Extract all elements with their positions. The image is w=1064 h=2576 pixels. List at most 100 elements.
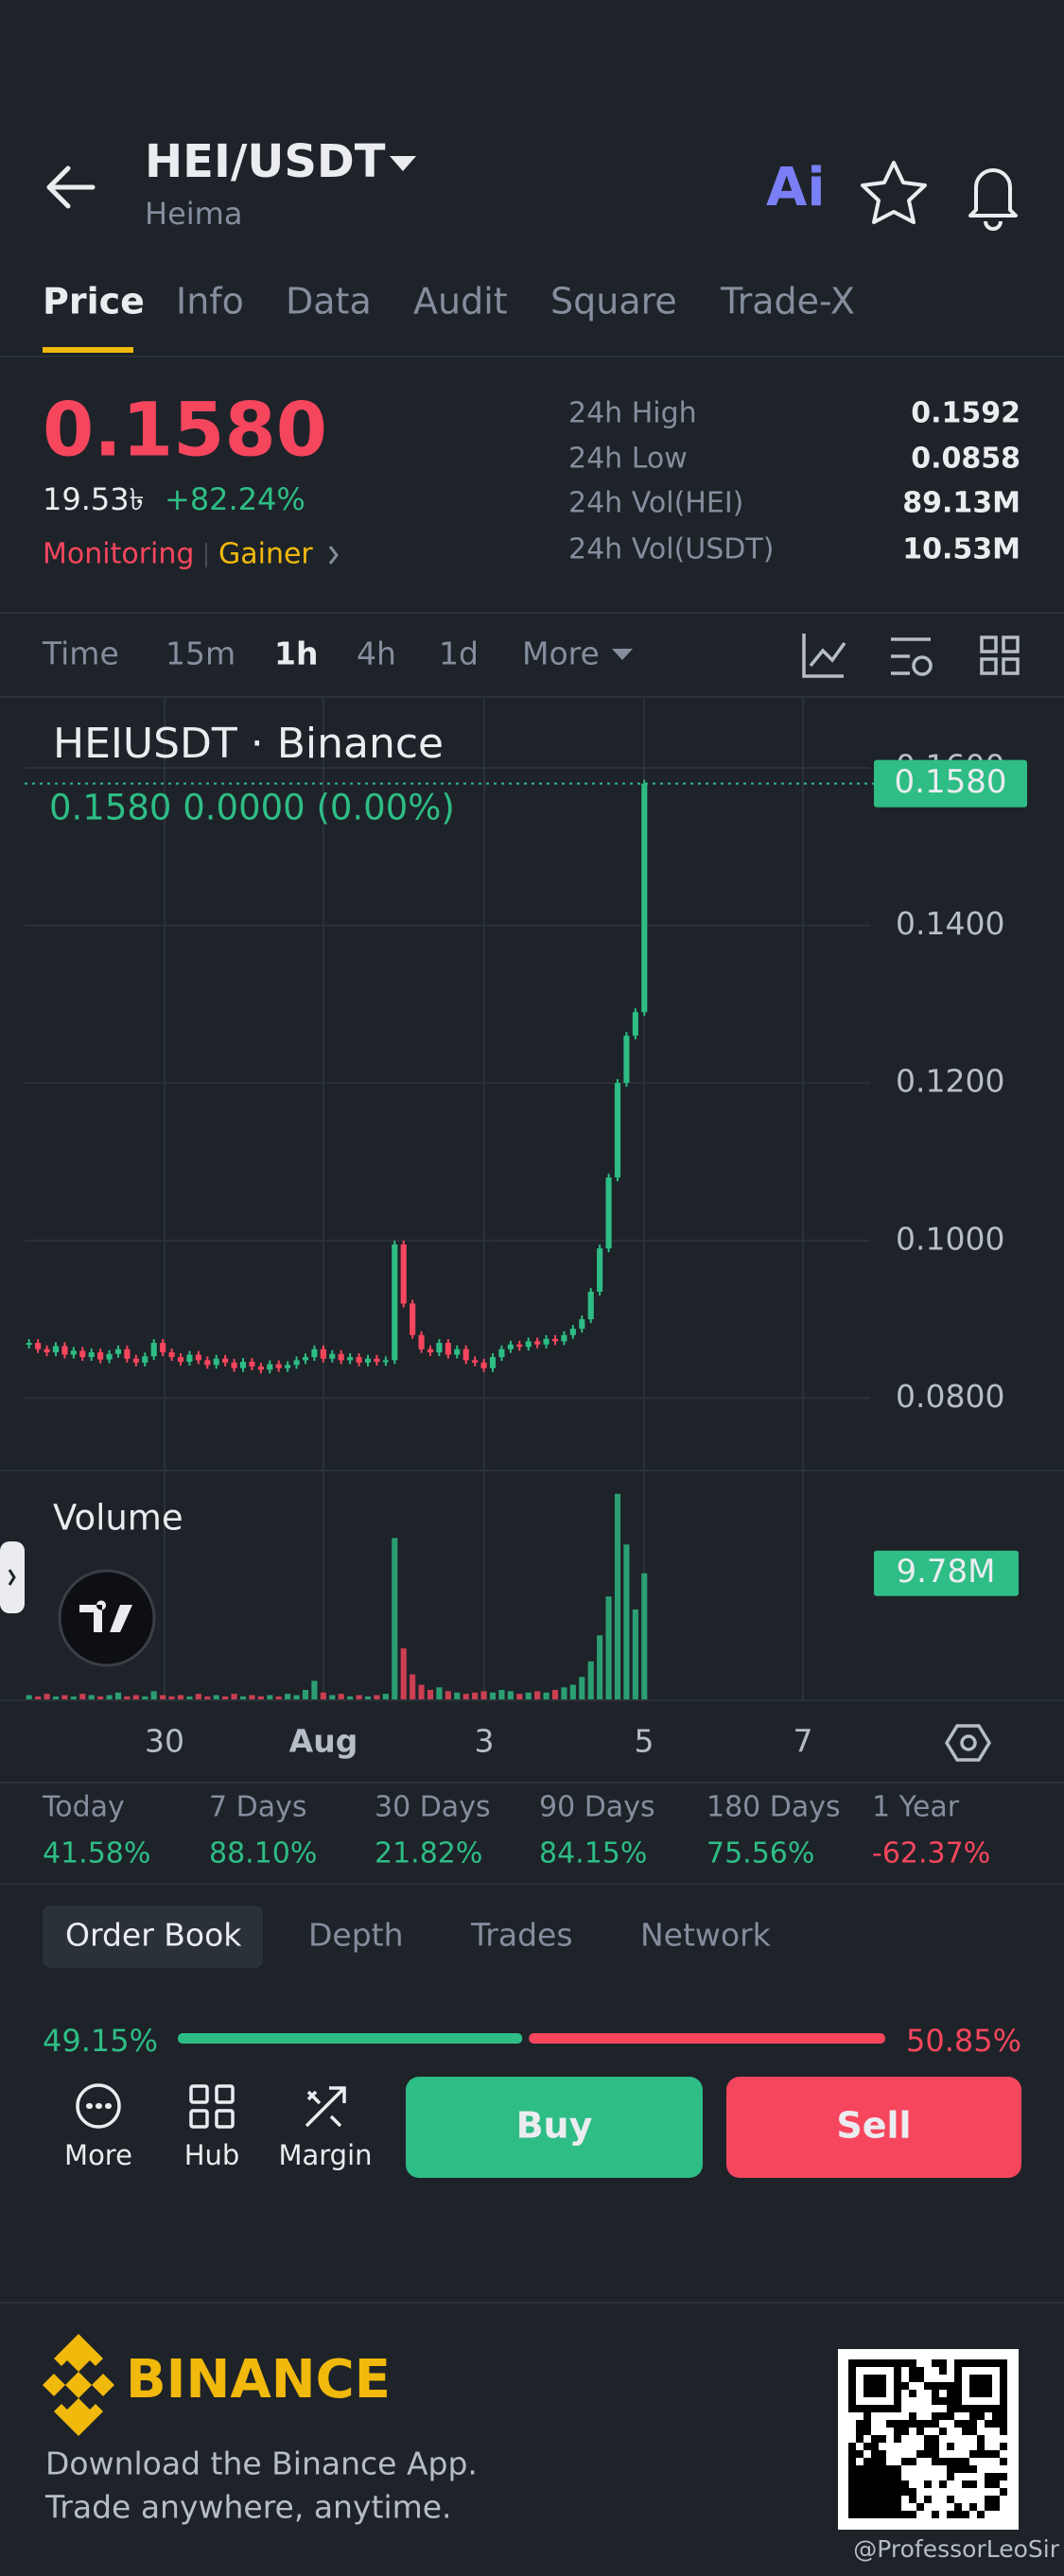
hub-icon [215, 2084, 235, 2104]
order-tab[interactable]: Network [640, 1917, 772, 1954]
hex-dot [960, 1734, 977, 1751]
qr-cell [969, 2405, 977, 2412]
qr-cell [1000, 2473, 1007, 2480]
tab[interactable]: Info [176, 281, 244, 322]
tab[interactable]: Audit [413, 281, 508, 322]
qr-cell [932, 2412, 939, 2420]
settings-button[interactable] [891, 637, 933, 676]
qr-cell [848, 2397, 856, 2405]
ai-button[interactable]: Ai [766, 157, 826, 218]
sell-label[interactable]: Sell [836, 2105, 911, 2147]
qr-cell [916, 2420, 924, 2428]
action-label[interactable]: Margin [278, 2139, 372, 2171]
qr-cell [863, 2496, 871, 2503]
qr-cell [879, 2480, 886, 2488]
qr-cell [871, 2443, 879, 2450]
candle [605, 1177, 612, 1249]
chart-settings[interactable] [944, 1724, 992, 1762]
qr-cell [1000, 2405, 1007, 2412]
perf-value: 21.82% [375, 1837, 482, 1871]
qr-cell [947, 2496, 954, 2503]
volume-bar [249, 1695, 255, 1700]
volume-bar [177, 1695, 184, 1700]
interval[interactable]: 1h [274, 635, 318, 672]
candle [177, 1357, 184, 1363]
interval[interactable]: Time [42, 635, 119, 672]
qr-cell [894, 2435, 901, 2443]
candle [641, 783, 648, 1013]
qr-cell [1000, 2382, 1007, 2390]
qr-cell [932, 2420, 939, 2428]
candle [579, 1319, 585, 1330]
more-icon [76, 2083, 121, 2129]
alert-button[interactable] [968, 168, 1018, 231]
tradingview-logo [58, 1569, 156, 1667]
qr-cell [894, 2511, 901, 2518]
performance: Today 41.58% 7 Days 88.10% 30 Days 21.82% 90 D… [42, 1791, 990, 1871]
candle [150, 1343, 157, 1357]
favorite-button[interactable] [861, 161, 927, 224]
tab[interactable]: Trade-X [720, 281, 855, 322]
qr-cell [856, 2450, 863, 2458]
y-tick-label: 0.0800 [896, 1378, 1004, 1415]
order-tab[interactable]: Trades [470, 1917, 573, 1954]
last-price-tag [874, 759, 1027, 808]
volume-bar [26, 1695, 32, 1700]
pair-title[interactable]: HEI/USDT [145, 135, 386, 188]
candle [356, 1357, 362, 1363]
candle [382, 1360, 389, 1363]
qr-cell [848, 2405, 856, 2412]
qr-cell [969, 2359, 977, 2367]
interval[interactable]: 4h [357, 635, 396, 672]
x-tick-label: 7 [794, 1723, 813, 1760]
qr-cell [932, 2359, 939, 2367]
qr-cell [1000, 2390, 1007, 2397]
indicator-button[interactable] [802, 634, 846, 678]
action-label[interactable]: More [64, 2139, 132, 2171]
interval[interactable]: More [522, 635, 600, 672]
buy-button[interactable] [406, 2077, 703, 2178]
more-dropdown[interactable] [612, 649, 633, 660]
qr-cell [977, 2443, 985, 2450]
qr-cell [856, 2503, 863, 2511]
action-label[interactable]: Hub [184, 2139, 240, 2171]
tag-monitoring[interactable]: Monitoring [43, 538, 194, 571]
stat-value: 0.0858 [911, 443, 1020, 476]
candle [569, 1329, 576, 1335]
candle [61, 1346, 68, 1355]
candle [392, 1244, 398, 1361]
side-handle[interactable] [0, 1541, 25, 1613]
stat-label: 24h Vol(USDT) [568, 533, 774, 566]
qr-cell [932, 2435, 939, 2443]
pair-dropdown[interactable] [390, 156, 416, 171]
qr-cell [894, 2503, 901, 2511]
qr-cell [924, 2435, 932, 2443]
qr-cell [863, 2428, 871, 2435]
tab[interactable]: Data [286, 281, 372, 322]
footer-line: Trade anywhere, anytime. [44, 2489, 452, 2526]
order-tab[interactable]: Order Book [65, 1917, 242, 1954]
back-button[interactable] [46, 165, 96, 209]
interval[interactable]: 15m [166, 635, 235, 672]
volume-bar [374, 1695, 380, 1700]
perf-label: 180 Days [706, 1791, 841, 1824]
volume-bar [204, 1696, 211, 1700]
layout-button[interactable] [980, 635, 1020, 675]
candle [293, 1360, 300, 1366]
qr-cell [969, 2503, 977, 2511]
tab[interactable]: Price [43, 281, 145, 322]
qr-cell [894, 2375, 901, 2382]
interval[interactable]: 1d [439, 635, 479, 672]
sell-button[interactable] [726, 2077, 1021, 2178]
order-tab[interactable]: Depth [308, 1917, 404, 1954]
qr-cell [886, 2420, 894, 2428]
qr-cell [879, 2473, 886, 2480]
volume-bar [35, 1696, 42, 1700]
tab[interactable]: Square [550, 281, 677, 322]
volume-bar [70, 1696, 77, 1700]
qr-cell [894, 2428, 901, 2435]
layout-cell [980, 635, 998, 653]
candle [597, 1248, 603, 1292]
buy-label[interactable]: Buy [516, 2105, 593, 2147]
tag-gainer[interactable]: Gainer [218, 538, 313, 571]
